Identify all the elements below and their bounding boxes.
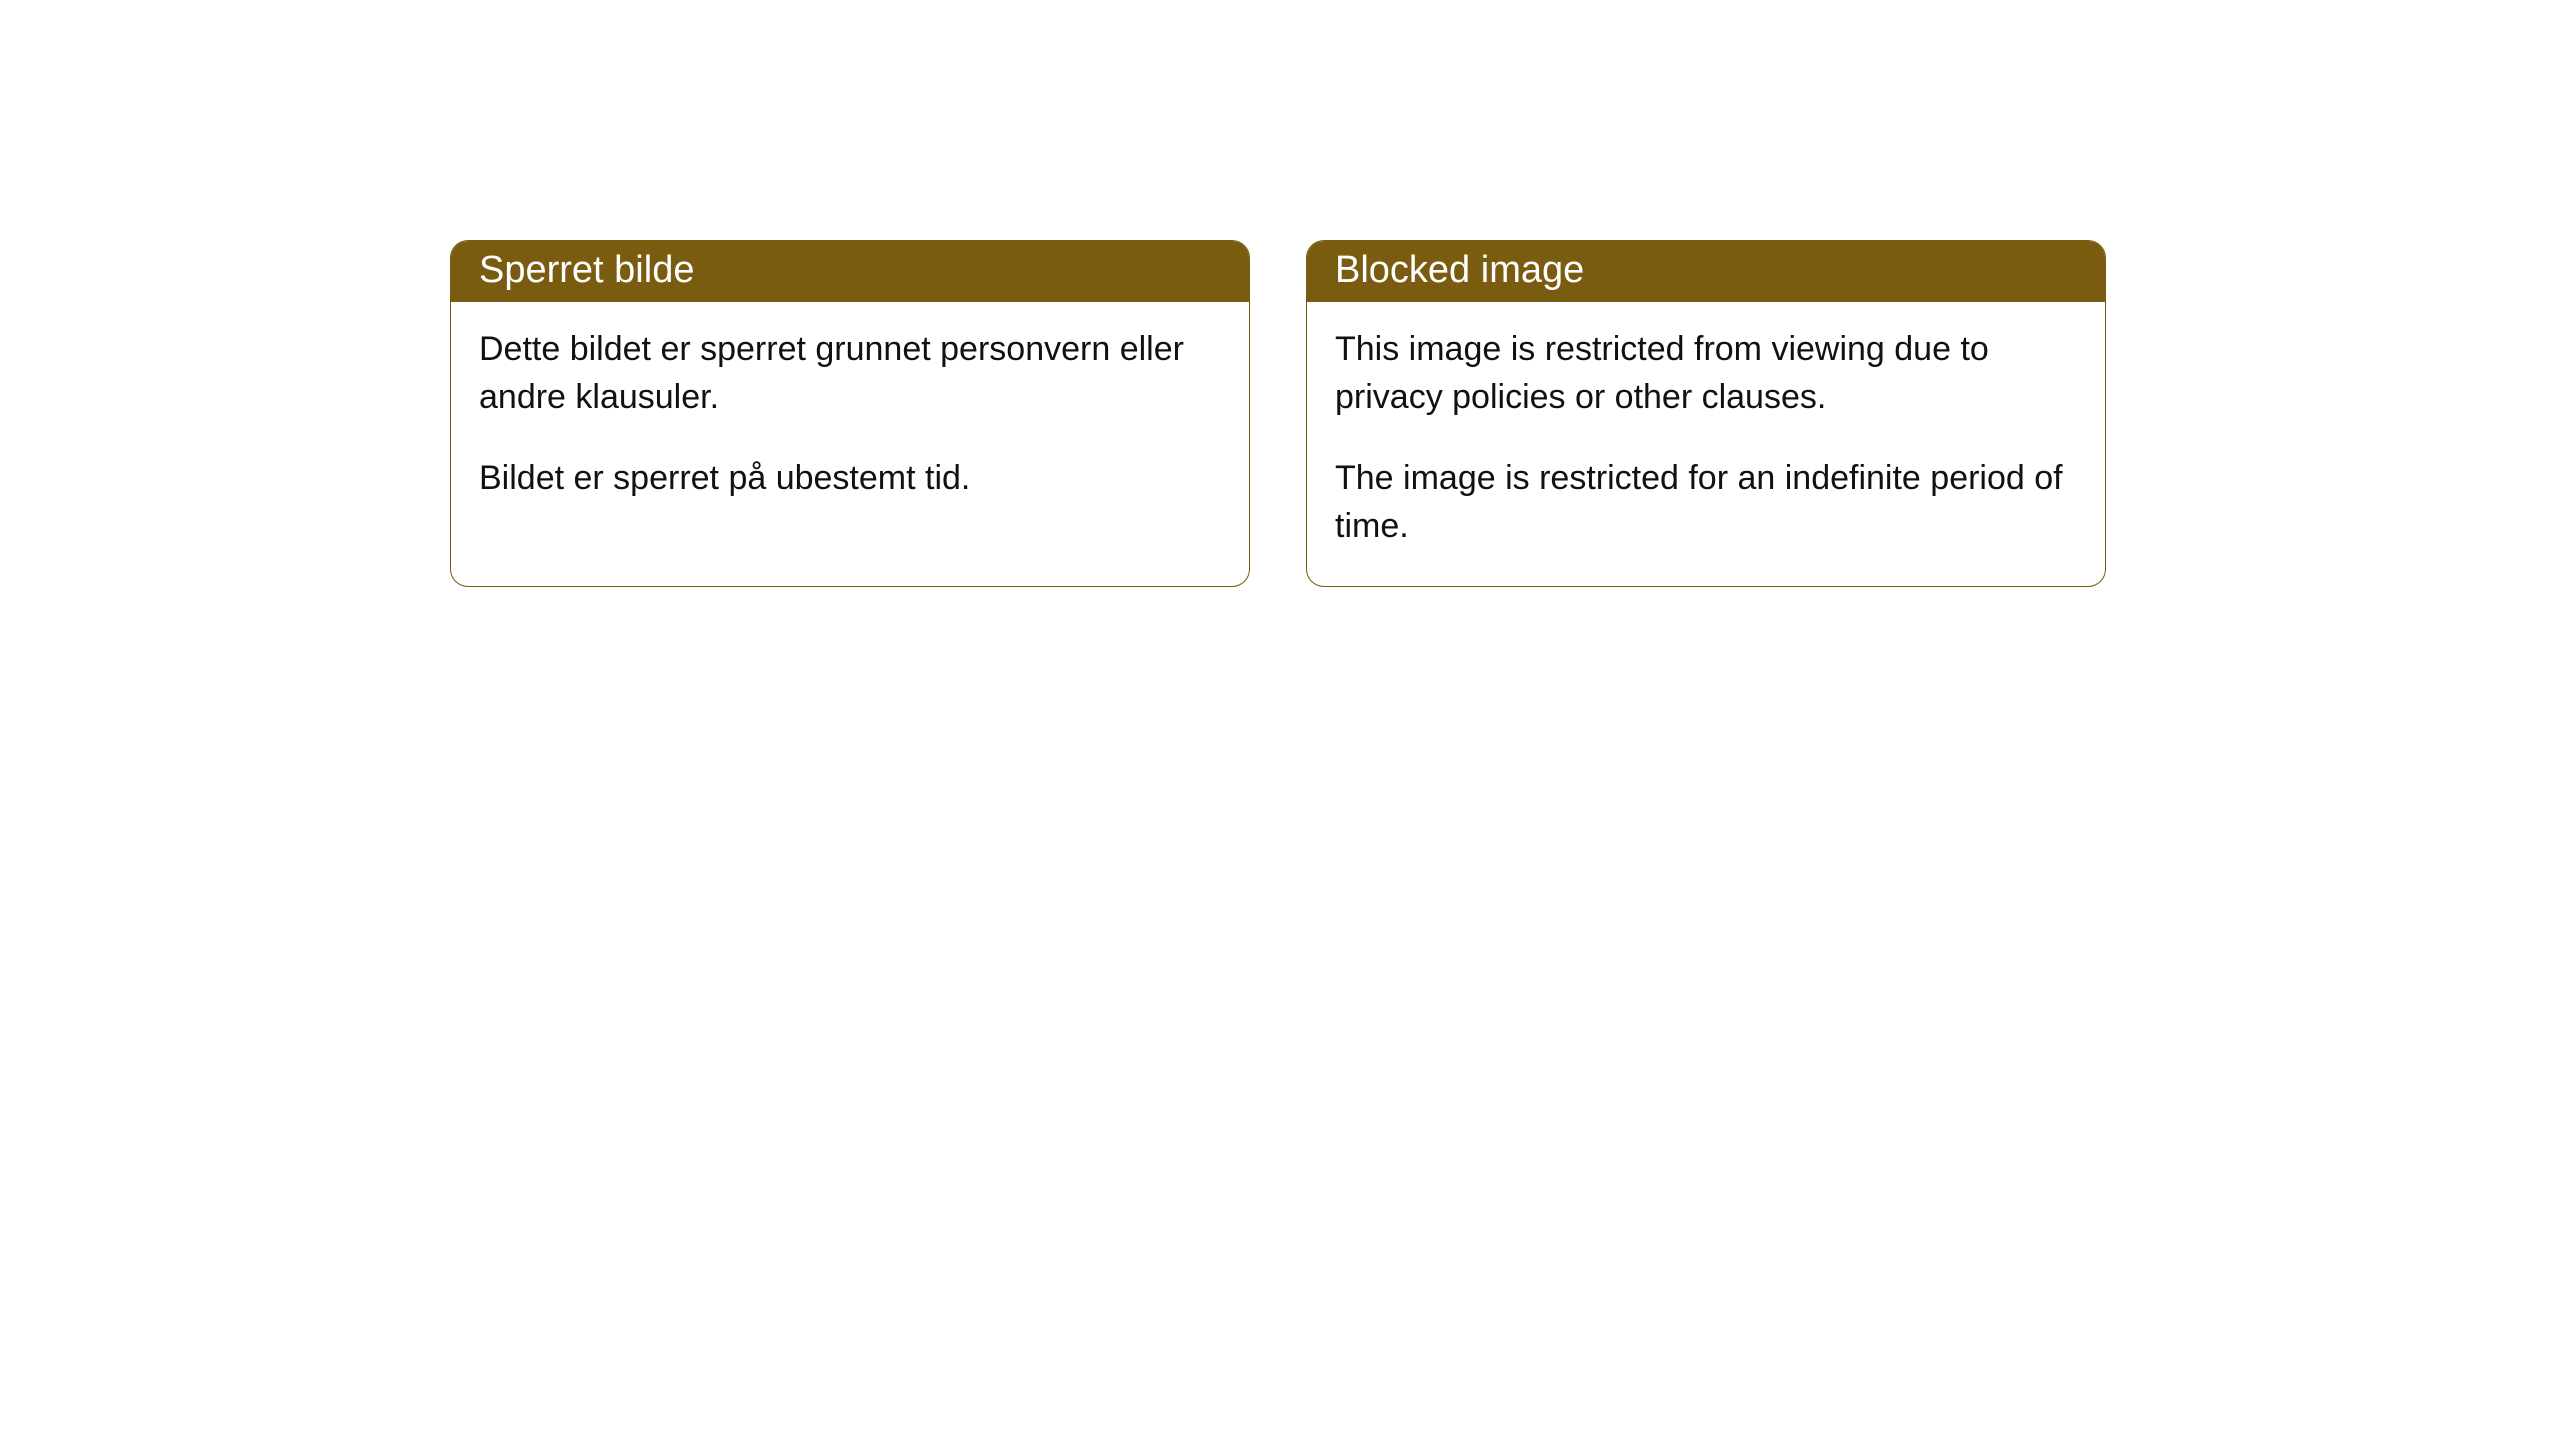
notice-card-english: Blocked image This image is restricted f… [1306,240,2106,587]
card-body-english: This image is restricted from viewing du… [1307,302,2105,586]
notice-card-norwegian: Sperret bilde Dette bildet er sperret gr… [450,240,1250,587]
card-text-norwegian-p2: Bildet er sperret på ubestemt tid. [479,455,1221,503]
card-body-norwegian: Dette bildet er sperret grunnet personve… [451,302,1249,539]
card-header-english: Blocked image [1307,241,2105,302]
card-text-english-p1: This image is restricted from viewing du… [1335,326,2077,421]
card-text-english-p2: The image is restricted for an indefinit… [1335,455,2077,550]
notice-cards-container: Sperret bilde Dette bildet er sperret gr… [450,240,2106,587]
card-text-norwegian-p1: Dette bildet er sperret grunnet personve… [479,326,1221,421]
card-header-norwegian: Sperret bilde [451,241,1249,302]
